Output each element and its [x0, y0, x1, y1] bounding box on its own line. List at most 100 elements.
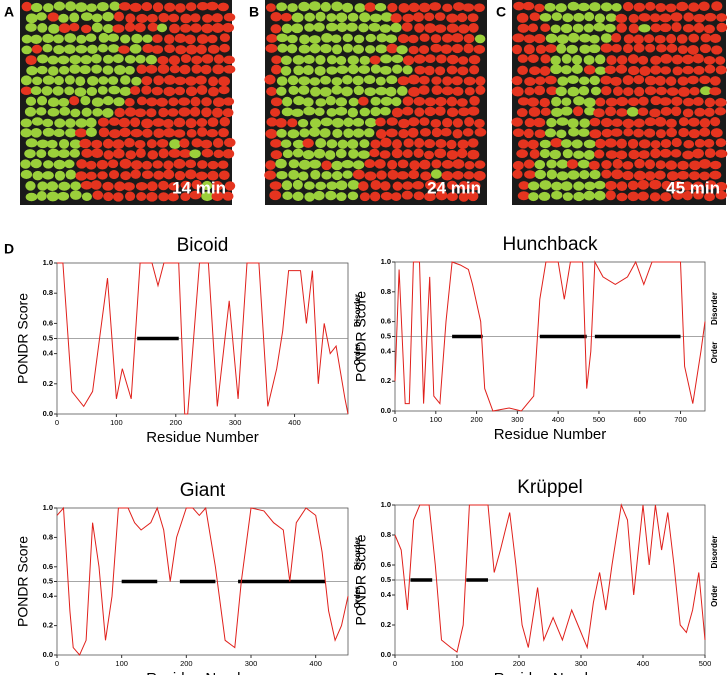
nucleus [37, 181, 48, 191]
nucleus [136, 192, 147, 201]
nucleus [102, 138, 114, 149]
nucleus [709, 33, 722, 44]
nucleus [57, 55, 70, 65]
nucleus [600, 33, 613, 43]
nucleus [446, 139, 457, 150]
nucleus [423, 150, 435, 160]
x-tick-label: 100 [451, 659, 464, 668]
y-axis-label: PONDR Score [353, 534, 369, 625]
nucleus [302, 97, 314, 107]
nucleus [58, 181, 71, 191]
nucleus [207, 117, 219, 128]
nucleus [64, 33, 77, 43]
nucleus [634, 86, 645, 97]
disorder-label: Disorder [710, 292, 719, 325]
nucleus [546, 86, 558, 96]
nucleus [75, 76, 86, 87]
nucleus [709, 160, 722, 170]
nucleus [30, 127, 42, 138]
nucleus [87, 75, 99, 86]
nucleus [594, 190, 606, 201]
nucleus [419, 117, 430, 126]
nucleus [424, 192, 436, 202]
nucleus [108, 85, 121, 95]
nucleus [119, 127, 131, 138]
nucleus [551, 96, 562, 107]
nucleus [715, 149, 728, 158]
nucleus [343, 128, 354, 139]
nucleus [75, 44, 88, 54]
nucleus [326, 22, 338, 32]
nucleus [650, 23, 662, 33]
nucleus [102, 11, 114, 22]
nucleus [31, 44, 43, 54]
nucleus [538, 191, 551, 201]
nucleus [319, 128, 331, 138]
nucleus [546, 117, 557, 128]
nucleus [32, 170, 44, 181]
nucleus [375, 86, 388, 96]
nucleus [534, 3, 545, 13]
nucleus [167, 108, 179, 117]
nucleus [91, 64, 102, 74]
nucleus [468, 22, 479, 33]
nucleus [464, 116, 475, 127]
nucleus [85, 33, 97, 42]
nucleus [147, 22, 159, 32]
nucleus [683, 97, 695, 107]
nucleus [309, 77, 321, 86]
nucleus [583, 23, 594, 33]
nucleus [709, 170, 722, 180]
nucleus [91, 22, 103, 33]
nucleus [331, 44, 343, 55]
nucleus [331, 1, 343, 12]
nucleus [577, 159, 590, 169]
nucleus [533, 117, 546, 128]
nucleus [589, 2, 601, 12]
nucleus [36, 149, 47, 159]
nucleus [392, 181, 403, 191]
nucleus [365, 33, 377, 43]
nucleus [606, 55, 617, 65]
nucleus [134, 139, 146, 149]
nucleus [223, 64, 236, 74]
nucleus [560, 65, 572, 75]
nucleus [364, 159, 376, 168]
nucleus [53, 1, 66, 11]
x-axis-label: Residue Number [494, 426, 607, 443]
nucleus [293, 96, 305, 106]
nucleus [671, 96, 683, 107]
nucleus [299, 34, 310, 45]
nucleus [435, 54, 447, 64]
nucleus [583, 190, 595, 201]
nucleus [562, 192, 574, 201]
nucleus [141, 85, 152, 95]
nucleus [201, 148, 214, 158]
nucleus [556, 129, 567, 139]
nucleus [206, 1, 219, 11]
nucleus [352, 169, 365, 180]
nucleus [152, 118, 165, 127]
nucleus [555, 3, 567, 13]
nucleus [644, 75, 657, 86]
nucleus [517, 23, 530, 33]
nucleus [457, 148, 468, 159]
nucleus [540, 54, 551, 64]
nucleus [36, 139, 49, 149]
nucleus [539, 97, 551, 108]
nucleus [167, 192, 179, 202]
nucleus [26, 66, 38, 76]
nucleus [671, 106, 682, 117]
nucleus [513, 1, 525, 11]
nucleus [69, 148, 81, 158]
nucleus [288, 85, 299, 95]
nucleus [452, 129, 463, 139]
nucleus [197, 34, 209, 45]
x-axis-label: Residue Number [146, 670, 259, 675]
nucleus [173, 129, 186, 138]
panel-label: B [249, 4, 259, 20]
nucleus [358, 150, 370, 159]
nucleus [276, 76, 288, 86]
nucleus [282, 191, 293, 200]
nucleus [65, 1, 77, 12]
